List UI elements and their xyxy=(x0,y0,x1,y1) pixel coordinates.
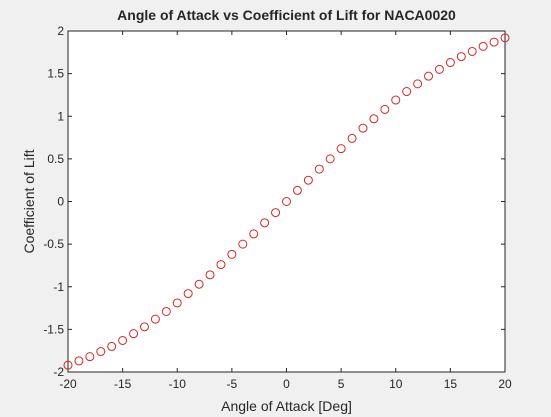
y-tick-label: 0 xyxy=(57,195,64,209)
x-tick-label: -5 xyxy=(227,377,238,391)
data-point xyxy=(424,71,434,81)
data-point xyxy=(292,185,302,195)
y-axis-label: Coefficient of Lift xyxy=(21,149,37,253)
data-point xyxy=(413,79,423,89)
x-tick-label: 20 xyxy=(498,377,512,391)
data-point xyxy=(314,164,324,174)
data-point xyxy=(380,104,390,114)
data-point xyxy=(500,33,510,43)
data-point xyxy=(271,208,281,218)
data-point xyxy=(282,197,291,206)
data-point xyxy=(85,352,95,362)
x-axis: -20 -15 -10 -5 0 5 10 15 20 xyxy=(59,31,512,391)
data-point xyxy=(358,123,368,133)
y-tick-label: -2 xyxy=(53,365,64,379)
data-point xyxy=(347,133,357,143)
data-point xyxy=(96,347,106,357)
x-axis-label: Angle of Attack [Deg] xyxy=(221,398,352,414)
data-point xyxy=(129,329,139,339)
data-point xyxy=(391,95,401,105)
data-point xyxy=(74,356,84,366)
data-point xyxy=(249,229,259,239)
x-tick-label: -15 xyxy=(114,377,132,391)
data-point xyxy=(63,360,73,370)
y-tick-label: 1 xyxy=(57,109,64,123)
x-tick-label: 0 xyxy=(283,377,290,391)
data-point xyxy=(194,279,204,289)
y-tick-label: -1.5 xyxy=(43,322,64,336)
data-point xyxy=(467,46,477,56)
data-point xyxy=(107,341,117,351)
data-series-cl xyxy=(63,33,510,370)
data-point xyxy=(445,58,455,68)
data-point xyxy=(172,298,182,308)
data-point xyxy=(205,270,215,280)
x-tick-label: -20 xyxy=(59,377,77,391)
data-point xyxy=(260,218,270,228)
data-point xyxy=(227,249,237,259)
y-tick-label: 0.5 xyxy=(47,152,64,166)
data-point xyxy=(183,289,193,299)
data-point xyxy=(456,52,466,62)
data-point xyxy=(478,41,488,51)
x-tick-label: 10 xyxy=(389,377,403,391)
data-point xyxy=(139,322,149,332)
x-tick-label: 15 xyxy=(444,377,458,391)
data-point xyxy=(325,154,335,164)
data-point xyxy=(150,314,160,324)
data-point xyxy=(303,175,313,185)
y-tick-label: -0.5 xyxy=(43,237,64,251)
y-tick-label: 1.5 xyxy=(47,67,64,81)
data-point xyxy=(489,37,499,47)
y-axis: -2 -1.5 -1 -0.5 0 0.5 1 1.5 2 xyxy=(43,24,505,379)
data-point xyxy=(118,335,128,345)
data-point xyxy=(238,239,248,249)
data-point xyxy=(369,114,379,124)
data-point xyxy=(402,87,412,97)
y-tick-label: 2 xyxy=(57,24,64,38)
data-point xyxy=(216,260,226,270)
chart-title: Angle of Attack vs Coefficient of Lift f… xyxy=(117,7,456,23)
plot-area xyxy=(67,30,506,373)
data-point xyxy=(161,306,171,316)
x-tick-label: 5 xyxy=(338,377,345,391)
x-tick-label: -10 xyxy=(169,377,187,391)
y-tick-label: -1 xyxy=(53,280,64,294)
data-point xyxy=(434,64,444,74)
data-point xyxy=(336,144,346,154)
